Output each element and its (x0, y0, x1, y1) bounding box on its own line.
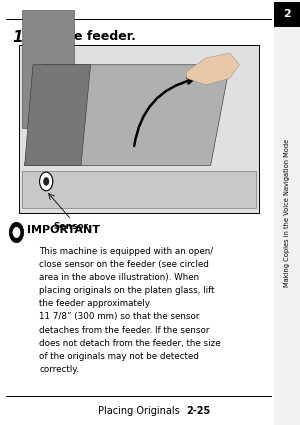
Bar (274, 2, 300, 27)
FancyArrowPatch shape (134, 78, 193, 146)
Text: This machine is equipped with an open/: This machine is equipped with an open/ (39, 246, 213, 255)
Text: area in the above illustration). When: area in the above illustration). When (39, 273, 199, 282)
Text: close sensor on the feeder (see circled: close sensor on the feeder (see circled (39, 260, 209, 269)
Polygon shape (25, 65, 91, 165)
Text: detaches from the feeder. If the sensor: detaches from the feeder. If the sensor (39, 326, 209, 334)
Text: Sensor: Sensor (54, 222, 89, 231)
Polygon shape (187, 53, 239, 85)
Text: does not detach from the feeder, the size: does not detach from the feeder, the siz… (39, 339, 220, 348)
Text: 2: 2 (283, 9, 291, 20)
Text: IMPORTANT: IMPORTANT (27, 225, 100, 235)
Text: Lift the feeder.: Lift the feeder. (27, 30, 136, 43)
Text: Making Copies in the Voice Navigation Mode: Making Copies in the Voice Navigation Mo… (284, 139, 290, 286)
Text: 1: 1 (12, 30, 22, 45)
Circle shape (9, 222, 24, 243)
Circle shape (13, 227, 20, 238)
Text: placing originals on the platen glass, lift: placing originals on the platen glass, l… (39, 286, 214, 295)
Bar (19, 45, 259, 212)
Circle shape (43, 177, 49, 186)
Polygon shape (25, 65, 230, 165)
Text: 11 7/8” (300 mm) so that the sensor: 11 7/8” (300 mm) so that the sensor (39, 312, 200, 321)
Text: 2-25: 2-25 (186, 405, 210, 416)
Text: correctly.: correctly. (39, 365, 79, 374)
Text: Placing Originals: Placing Originals (98, 405, 180, 416)
Circle shape (40, 172, 53, 191)
Text: of the originals may not be detected: of the originals may not be detected (39, 352, 199, 361)
Bar (22, 171, 256, 208)
Text: the feeder approximately: the feeder approximately (39, 299, 150, 308)
Bar (274, 0, 300, 425)
Bar (22, 10, 74, 127)
